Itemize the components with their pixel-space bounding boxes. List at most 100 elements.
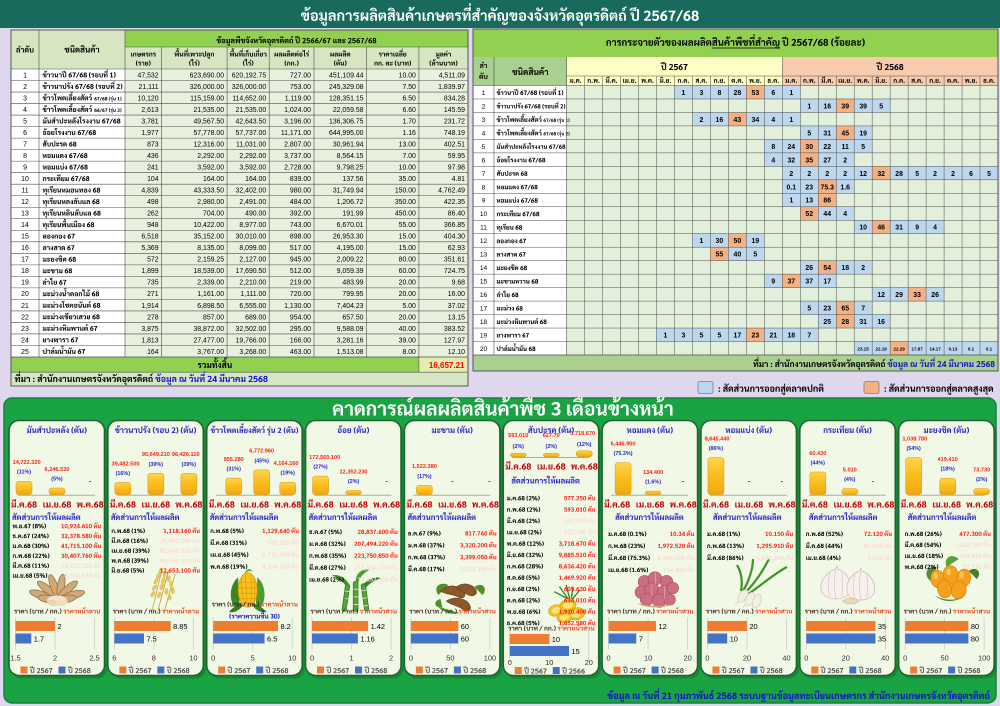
svg-text:17,690.50: 17,690.50	[236, 268, 267, 275]
svg-text:27,477.00: 27,477.00	[193, 337, 224, 344]
svg-text:16.00: 16.00	[448, 291, 465, 298]
svg-text:4,195.00: 4,195.00	[337, 245, 364, 252]
svg-text:16: 16	[480, 292, 488, 299]
svg-text:572: 572	[147, 257, 159, 264]
svg-text:6,898.50: 6,898.50	[197, 303, 224, 310]
svg-text:39: 39	[859, 103, 867, 110]
svg-text:12: 12	[480, 238, 488, 245]
svg-text:6,670.01: 6,670.01	[337, 222, 364, 229]
svg-text:517.00: 517.00	[290, 245, 311, 252]
svg-text:2,127.00: 2,127.00	[239, 257, 266, 264]
svg-text:30,961.94: 30,961.94	[333, 141, 364, 148]
svg-text:5: 5	[482, 144, 486, 151]
svg-text:(2%): (2%)	[348, 479, 360, 485]
svg-text:7.50: 7.50	[402, 84, 416, 91]
svg-text:2,807.00: 2,807.00	[284, 141, 311, 148]
svg-text:1.42: 1.42	[371, 622, 385, 631]
svg-text:55: 55	[716, 252, 724, 259]
svg-text:(16%): (16%)	[116, 471, 131, 477]
svg-text:86.40: 86.40	[448, 211, 465, 218]
svg-text:191.99: 191.99	[342, 211, 363, 218]
svg-text:2: 2	[933, 171, 937, 178]
svg-text:2,728.00: 2,728.00	[284, 165, 311, 172]
svg-text:28: 28	[895, 171, 903, 178]
svg-text:60: 60	[461, 622, 469, 631]
svg-text:1,977: 1,977	[141, 130, 158, 137]
svg-text:17.87: 17.87	[911, 346, 923, 351]
svg-text:(39%): (39%)	[182, 462, 197, 468]
svg-text:11,031.00: 11,031.00	[236, 141, 266, 148]
svg-text:5: 5	[699, 332, 703, 339]
svg-text:127.97: 127.97	[444, 337, 465, 344]
svg-text:8,645.440: 8,645.440	[705, 436, 730, 442]
svg-text:451,109.44: 451,109.44	[329, 72, 364, 79]
svg-text:22.19: 22.19	[876, 346, 888, 351]
svg-text:857.00: 857.00	[203, 314, 224, 321]
svg-text:50: 50	[734, 238, 742, 245]
svg-text:(4%): (4%)	[844, 477, 856, 483]
svg-text:104: 104	[147, 176, 159, 183]
svg-text:727.00: 727.00	[290, 72, 311, 79]
svg-text:40: 40	[782, 654, 790, 663]
svg-text:20: 20	[21, 291, 29, 298]
svg-text:11,171.00: 11,171.00	[281, 130, 311, 137]
svg-text:20.00: 20.00	[399, 280, 416, 287]
svg-text:2: 2	[482, 103, 486, 110]
svg-text:164: 164	[147, 349, 159, 356]
svg-text:219.00: 219.00	[290, 280, 311, 287]
svg-text:623,690.00: 623,690.00	[190, 72, 225, 79]
svg-text:3,592.00: 3,592.00	[197, 165, 224, 172]
svg-text:12.10: 12.10	[448, 349, 465, 356]
svg-text:748.19: 748.19	[444, 130, 465, 137]
svg-text:1.6: 1.6	[840, 184, 850, 191]
svg-text:834.28: 834.28	[444, 95, 465, 102]
svg-text:16: 16	[21, 245, 29, 252]
svg-text:10: 10	[545, 658, 553, 667]
svg-text:18: 18	[480, 319, 488, 326]
svg-text:3,781: 3,781	[141, 118, 158, 125]
svg-text:9: 9	[23, 165, 27, 172]
svg-text:1,513.08: 1,513.08	[337, 349, 364, 356]
svg-text:4: 4	[23, 107, 27, 114]
svg-text:1: 1	[349, 654, 353, 663]
svg-text:0: 0	[409, 654, 413, 663]
svg-text:(45%): (45%)	[255, 458, 270, 464]
svg-text:23.15: 23.15	[858, 346, 870, 351]
svg-text:490.00: 490.00	[245, 211, 266, 218]
svg-text:15.00: 15.00	[399, 245, 416, 252]
svg-text:47,532: 47,532	[138, 72, 159, 79]
svg-text:799.95: 799.95	[342, 291, 363, 298]
svg-text:1,522.380: 1,522.380	[412, 464, 437, 470]
svg-text:13: 13	[480, 252, 488, 259]
svg-text:6: 6	[969, 171, 973, 178]
svg-text:9: 9	[482, 198, 486, 205]
svg-text:46: 46	[877, 225, 885, 232]
svg-text:11: 11	[21, 188, 28, 195]
svg-text:34: 34	[752, 117, 760, 124]
svg-text:26,953.30: 26,953.30	[333, 234, 364, 241]
svg-text:115,159.00: 115,159.00	[190, 95, 224, 102]
svg-text:32,502.00: 32,502.00	[236, 326, 267, 333]
svg-text:4: 4	[771, 157, 775, 164]
svg-text:6,446.900: 6,446.900	[611, 442, 636, 448]
svg-text:9,798.25: 9,798.25	[337, 165, 364, 172]
svg-text:-: -	[682, 477, 685, 486]
svg-text:5.00: 5.00	[402, 303, 416, 310]
svg-text:9: 9	[915, 225, 919, 232]
svg-text:5: 5	[807, 130, 811, 137]
svg-text:12: 12	[659, 622, 667, 631]
svg-text:23: 23	[823, 306, 831, 313]
svg-text:54: 54	[823, 265, 831, 272]
svg-text:49,567.50: 49,567.50	[193, 118, 224, 125]
svg-text:22,059.58: 22,059.58	[333, 107, 364, 114]
svg-text:3,737.00: 3,737.00	[284, 153, 311, 160]
svg-text:97.98: 97.98	[448, 165, 465, 172]
svg-text:13: 13	[805, 198, 813, 205]
svg-text:366.85: 366.85	[444, 222, 465, 229]
svg-text:18: 18	[21, 268, 29, 275]
svg-text:9,059.39: 9,059.39	[337, 268, 364, 275]
svg-text:57,778.00: 57,778.00	[193, 130, 224, 137]
svg-text:59.95: 59.95	[448, 153, 465, 160]
svg-text:(19%): (19%)	[281, 471, 296, 477]
svg-text:4.81: 4.81	[452, 176, 466, 183]
